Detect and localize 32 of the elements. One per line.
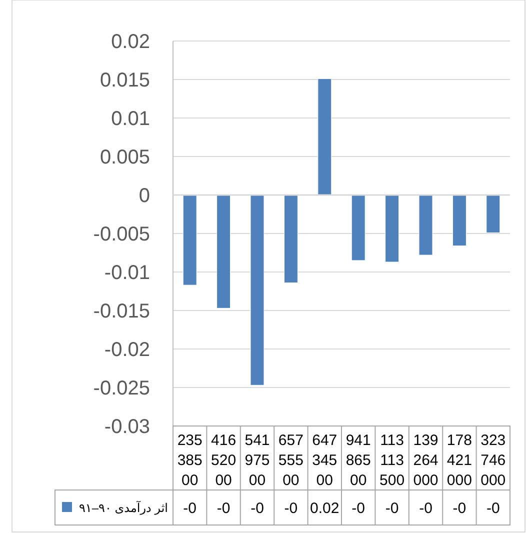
y-tick-label: -0.01 <box>104 262 150 284</box>
data-label: 0.02 <box>310 500 340 517</box>
data-label: -0 <box>452 500 466 517</box>
y-tick-label: -0.03 <box>104 416 150 438</box>
x-tick-label: 113113500 <box>380 432 405 489</box>
legend-label: اثر درآمدی ۹۰–۹۱ <box>78 500 168 515</box>
x-tick-label: 23538500 <box>177 432 202 489</box>
x-tick-label: 178421000 <box>446 432 472 489</box>
x-tick-label: 94186500 <box>346 432 371 489</box>
x-tick-label: 41652000 <box>211 432 236 489</box>
data-label: -0 <box>250 500 264 517</box>
y-tick-label: 0 <box>138 185 150 207</box>
y-tick-label: -0.005 <box>93 224 150 246</box>
data-label: -0 <box>419 500 432 517</box>
data-label: -0 <box>284 500 298 517</box>
y-tick-label: 0.02 <box>111 31 150 53</box>
data-label: -0 <box>385 500 399 517</box>
y-tick-label: 0.015 <box>100 70 150 92</box>
x-tick-label: 64734500 <box>312 432 338 489</box>
y-tick-label: 0.01 <box>111 108 150 130</box>
x-tick-label: 139264000 <box>413 432 438 489</box>
x-tick-label: 65755500 <box>278 432 304 489</box>
data-label: -0 <box>486 500 500 517</box>
x-tick-label: 54197500 <box>244 432 270 489</box>
data-label: -0 <box>183 500 197 517</box>
data-label: -0 <box>216 500 230 517</box>
y-tick-label: 0.005 <box>100 146 150 168</box>
y-tick-label: -0.025 <box>93 378 150 400</box>
y-tick-label: -0.015 <box>93 300 150 322</box>
x-tick-label: 323746000 <box>480 432 506 489</box>
data-label: -0 <box>352 500 366 517</box>
y-tick-label: -0.02 <box>104 339 150 361</box>
